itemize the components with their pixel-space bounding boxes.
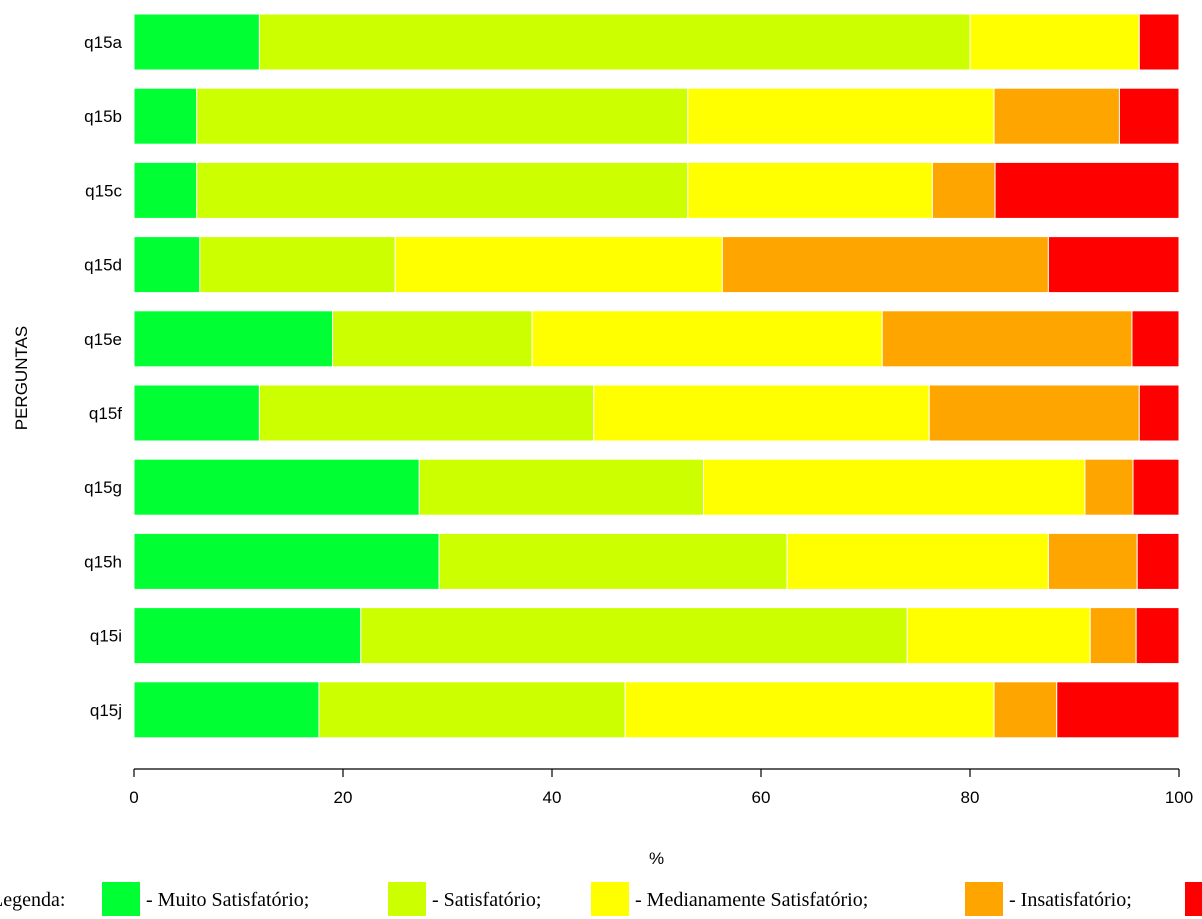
- bars-group: [133, 13, 1180, 739]
- x-tick-label-40: 40: [543, 788, 562, 807]
- y-tick-labels: q15a q15b q15c q15d q15e q15f q15g q15h q15i q15j: [84, 33, 122, 720]
- legend-swatch-1: [388, 882, 426, 916]
- bar-segment-q15g-s3: [1084, 458, 1134, 516]
- y-tick-label-q15f: q15f: [89, 404, 122, 423]
- bar-segment-q15b-s4: [1118, 87, 1180, 145]
- bar-segment-q15j-s2: [624, 681, 995, 739]
- legend-entry-3: - Insatisfatório;: [1009, 889, 1132, 911]
- bar-segment-q15f-s0: [133, 384, 260, 442]
- bar-segment-q15a-s2: [969, 13, 1140, 71]
- bar-segment-q15d-s4: [1047, 236, 1180, 294]
- bar-segment-q15c-s4: [994, 161, 1180, 219]
- bar-segment-q15a-s0: [133, 13, 260, 71]
- y-tick-label-q15b: q15b: [84, 107, 122, 126]
- bar-segment-q15a-s1: [258, 13, 971, 71]
- y-tick-label-q15c: q15c: [85, 181, 122, 200]
- bar-segment-q15j-s0: [133, 681, 320, 739]
- y-tick-label-q15d: q15d: [84, 256, 122, 275]
- legend-entry-1: - Satisfatório;: [432, 889, 541, 911]
- y-tick-label-q15g: q15g: [84, 478, 122, 497]
- bar-segment-q15g-s0: [133, 458, 420, 516]
- bar-segment-q15i-s2: [906, 607, 1091, 665]
- x-tick-label-100: 100: [1165, 788, 1193, 807]
- bar-segment-q15b-s2: [687, 87, 995, 145]
- bar-segment-q15j-s3: [993, 681, 1058, 739]
- bar-segment-q15f-s4: [1138, 384, 1180, 442]
- bar-segment-q15f-s2: [593, 384, 930, 442]
- bar-segment-q15j-s4: [1056, 681, 1180, 739]
- bar-segment-q15e-s3: [881, 310, 1133, 368]
- legend-entry-2: - Medianamente Satisfatório;: [635, 889, 868, 911]
- bar-segment-q15i-s0: [133, 607, 362, 665]
- bar-segment-q15g-s2: [703, 458, 1086, 516]
- bar-segment-q15d-s0: [133, 236, 201, 294]
- bar-segment-q15i-s3: [1089, 607, 1137, 665]
- y-tick-label-q15j: q15j: [90, 701, 122, 720]
- bar-segment-q15h-s1: [438, 532, 788, 590]
- y-axis-title: PERGUNTAS: [12, 326, 31, 431]
- bar-segment-q15b-s3: [993, 87, 1120, 145]
- y-tick-label-q15a: q15a: [84, 33, 122, 52]
- bar-segment-q15g-s1: [418, 458, 705, 516]
- bar-segment-q15e-s2: [531, 310, 883, 368]
- legend-prefix: Legenda:: [0, 889, 65, 911]
- y-tick-label-q15h: q15h: [84, 552, 122, 571]
- x-tick-label-20: 20: [334, 788, 353, 807]
- bar-segment-q15a-s4: [1138, 13, 1180, 71]
- bar-segment-q15d-s3: [721, 236, 1049, 294]
- bar-segment-q15h-s3: [1047, 532, 1138, 590]
- y-tick-label-q15i: q15i: [90, 627, 122, 646]
- bar-segment-q15e-s4: [1131, 310, 1180, 368]
- x-tick-label-80: 80: [961, 788, 980, 807]
- legend-entry-0: - Muito Satisfatório;: [146, 889, 309, 911]
- legend: Legenda: - Muito Satisfatório; - Satisfat…: [0, 882, 1202, 916]
- y-tick-label-q15e: q15e: [84, 330, 122, 349]
- bar-segment-q15i-s1: [360, 607, 908, 665]
- bar-segment-q15j-s1: [318, 681, 626, 739]
- bar-segment-q15h-s0: [133, 532, 440, 590]
- bar-segment-q15h-s4: [1136, 532, 1180, 590]
- bar-segment-q15e-s0: [133, 310, 334, 368]
- x-axis: 0 20 40 60 80 100: [129, 768, 1193, 807]
- bar-segment-q15d-s2: [394, 236, 723, 294]
- legend-swatch-0: [102, 882, 140, 916]
- x-tick-label-0: 0: [129, 788, 138, 807]
- bar-segment-q15b-s1: [196, 87, 689, 145]
- bar-segment-q15c-s2: [687, 161, 933, 219]
- bar-segment-q15i-s4: [1135, 607, 1180, 665]
- bar-segment-q15e-s1: [332, 310, 533, 368]
- bar-segment-q15c-s0: [133, 161, 198, 219]
- legend-swatch-2: [591, 882, 629, 916]
- bar-segment-q15d-s1: [199, 236, 396, 294]
- x-axis-title: %: [649, 849, 664, 868]
- x-tick-label-60: 60: [752, 788, 771, 807]
- bar-segment-q15f-s3: [928, 384, 1140, 442]
- bar-segment-q15c-s1: [196, 161, 689, 219]
- legend-swatch-4: [1185, 882, 1202, 916]
- bar-segment-q15g-s4: [1132, 458, 1180, 516]
- bar-segment-q15c-s3: [931, 161, 996, 219]
- legend-swatch-3: [965, 882, 1003, 916]
- bar-segment-q15f-s1: [258, 384, 595, 442]
- bar-segment-q15b-s0: [133, 87, 198, 145]
- bar-segment-q15h-s2: [786, 532, 1049, 590]
